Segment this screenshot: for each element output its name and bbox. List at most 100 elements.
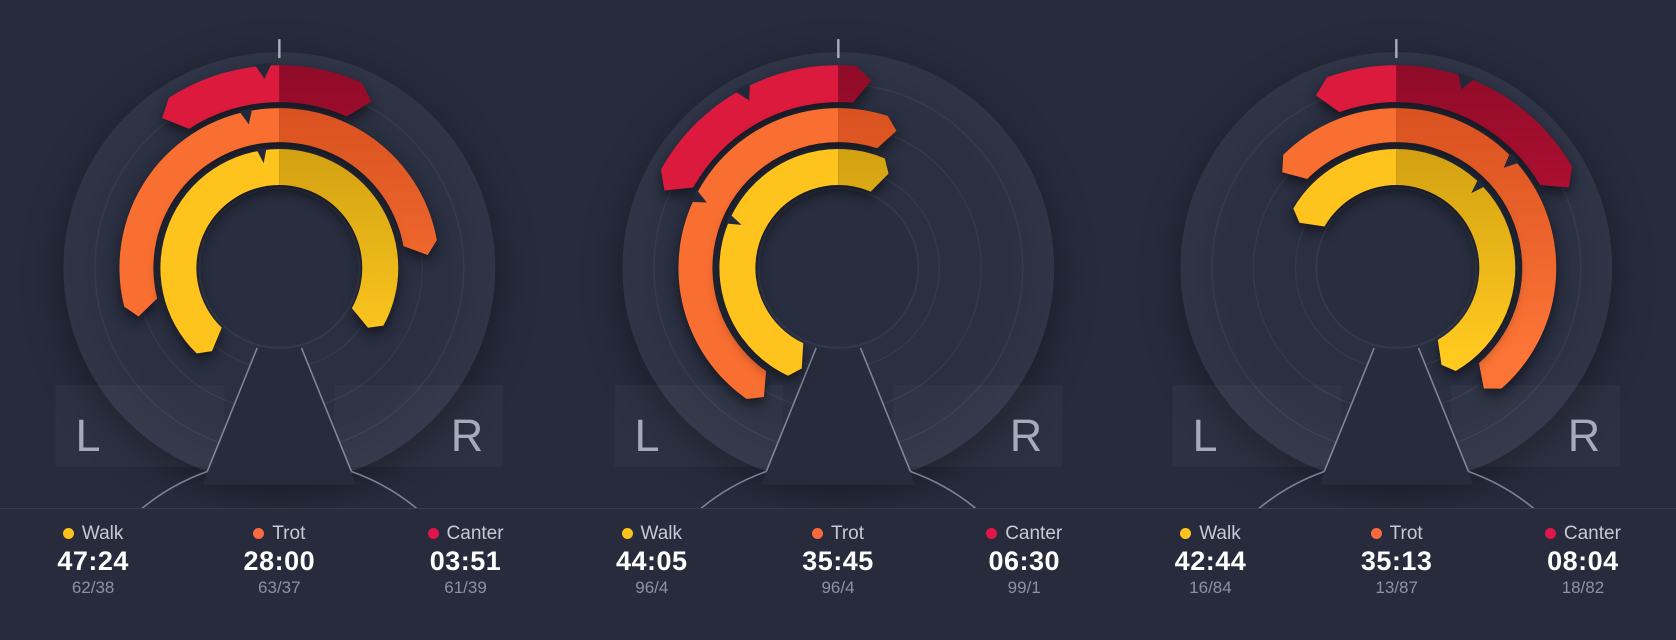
walk-arc-right bbox=[279, 149, 399, 328]
left-side-label: L bbox=[75, 410, 100, 461]
trot-arc-right bbox=[838, 108, 897, 149]
stat-trot: Trot 35:13 13/87 bbox=[1304, 523, 1490, 640]
left-side-label: L bbox=[1193, 410, 1218, 461]
canter-arc bbox=[660, 65, 872, 191]
canter-arc bbox=[162, 63, 372, 129]
canter-midpoint-notch-icon bbox=[734, 83, 750, 101]
inner-circle bbox=[757, 187, 919, 349]
inner-circle bbox=[1315, 187, 1478, 349]
gait-time: 47:24 bbox=[57, 545, 129, 576]
gait-name: Canter bbox=[446, 523, 504, 544]
legend-group-1: Walk 47:24 62/38 Trot 28:00 63/37 Canter… bbox=[0, 523, 559, 640]
canter-midpoint-notch-icon bbox=[254, 63, 272, 79]
canter-midpoint-notch-icon bbox=[1458, 72, 1475, 90]
gait-time: 42:44 bbox=[1174, 545, 1247, 576]
keyhole-wedge bbox=[761, 347, 915, 485]
trot-arc bbox=[119, 108, 437, 317]
trot-midpoint-notch-icon bbox=[239, 108, 253, 125]
gait-lr-ratio: 96/4 bbox=[821, 577, 855, 597]
dial-outline bbox=[700, 347, 977, 508]
legend-row: Walk 47:24 62/38 Trot 28:00 63/37 Canter… bbox=[0, 509, 1676, 640]
gait-name: Canter bbox=[1563, 523, 1621, 544]
gait-name: Trot bbox=[1389, 523, 1423, 544]
walk-arc bbox=[160, 147, 399, 354]
gait-lr-ratio: 99/1 bbox=[1007, 577, 1041, 597]
canter-arc-left bbox=[1316, 65, 1397, 113]
right-side-label: R bbox=[451, 410, 483, 461]
gait-time: 28:00 bbox=[243, 545, 316, 576]
gait-time: 06:30 bbox=[988, 545, 1060, 576]
walk-arc bbox=[1293, 149, 1516, 371]
walk-arc-right bbox=[1396, 149, 1516, 371]
legend-group-3: Walk 42:44 16/84 Trot 35:13 13/87 Canter… bbox=[1117, 523, 1676, 640]
canter-arc-left bbox=[162, 65, 280, 129]
walk-midpoint-notch-icon bbox=[725, 214, 742, 225]
walk-dot-icon bbox=[62, 528, 74, 539]
canter-arc-right bbox=[1396, 65, 1573, 188]
trot-arc-left bbox=[119, 108, 280, 317]
canter-dot-icon bbox=[1544, 528, 1556, 539]
right-side-label: R bbox=[1568, 410, 1600, 461]
gait-lr-ratio: 16/84 bbox=[1189, 577, 1232, 597]
trot-arc-right bbox=[1396, 108, 1557, 389]
trot-arc-right bbox=[279, 108, 437, 256]
walk-arc bbox=[719, 149, 889, 376]
gait-time: 44:05 bbox=[616, 545, 688, 576]
gait-name: Walk bbox=[640, 523, 683, 544]
canter-dot-icon bbox=[986, 528, 998, 539]
trot-midpoint-notch-icon bbox=[1504, 152, 1520, 168]
walk-arc-left bbox=[160, 149, 280, 354]
trot-arc-left bbox=[678, 108, 839, 399]
gait-time: 03:51 bbox=[429, 545, 502, 576]
gait-lr-ratio: 18/82 bbox=[1561, 577, 1605, 597]
dial-outline bbox=[141, 347, 418, 508]
left-side-label: L bbox=[634, 410, 659, 461]
walk-midpoint-notch-icon bbox=[1471, 178, 1486, 194]
stat-canter: Canter 03:51 61/39 bbox=[372, 523, 558, 640]
gait-lr-ratio: 63/37 bbox=[258, 577, 301, 597]
stat-trot: Trot 35:45 96/4 bbox=[745, 523, 931, 640]
trot-dot-icon bbox=[1370, 528, 1382, 539]
stat-canter: Canter 08:04 18/82 bbox=[1490, 523, 1676, 640]
trot-midpoint-notch-icon bbox=[690, 189, 707, 203]
gait-name: Canter bbox=[1005, 523, 1063, 544]
keyhole-wedge bbox=[202, 347, 357, 485]
stat-canter: Canter 06:30 99/1 bbox=[931, 523, 1117, 640]
trot-arc bbox=[1282, 108, 1557, 389]
stat-walk: Walk 47:24 62/38 bbox=[0, 523, 186, 640]
walk-dot-icon bbox=[1180, 528, 1192, 539]
gait-lr-ratio: 62/38 bbox=[71, 577, 115, 597]
gait-name: Walk bbox=[1199, 523, 1241, 544]
canter-arc bbox=[1316, 65, 1573, 188]
trot-dot-icon bbox=[811, 528, 823, 539]
stat-walk: Walk 44:05 96/4 bbox=[559, 523, 745, 640]
right-side-label: R bbox=[1009, 410, 1041, 461]
gait-name: Trot bbox=[830, 523, 865, 544]
stat-walk: Walk 42:44 16/84 bbox=[1117, 523, 1303, 640]
canter-arc-left bbox=[660, 65, 839, 191]
stat-trot: Trot 28:00 63/37 bbox=[186, 523, 372, 640]
walk-midpoint-notch-icon bbox=[256, 147, 267, 164]
trot-dot-icon bbox=[253, 528, 265, 539]
walk-arc-left bbox=[719, 149, 839, 376]
dial-outline bbox=[1258, 347, 1535, 508]
gait-time: 35:13 bbox=[1360, 545, 1433, 576]
trot-arc bbox=[678, 108, 897, 399]
canter-arc-right bbox=[279, 65, 372, 117]
canter-dot-icon bbox=[427, 528, 439, 539]
gait-time: 08:04 bbox=[1547, 545, 1619, 576]
inner-circle bbox=[198, 187, 361, 349]
gait-lr-ratio: 61/39 bbox=[444, 577, 487, 597]
gait-lr-ratio: 96/4 bbox=[635, 577, 669, 597]
trot-arc-left bbox=[1282, 108, 1397, 179]
gait-lr-ratio: 13/87 bbox=[1375, 577, 1418, 597]
gait-time: 35:45 bbox=[802, 545, 874, 576]
walk-dot-icon bbox=[621, 528, 633, 539]
